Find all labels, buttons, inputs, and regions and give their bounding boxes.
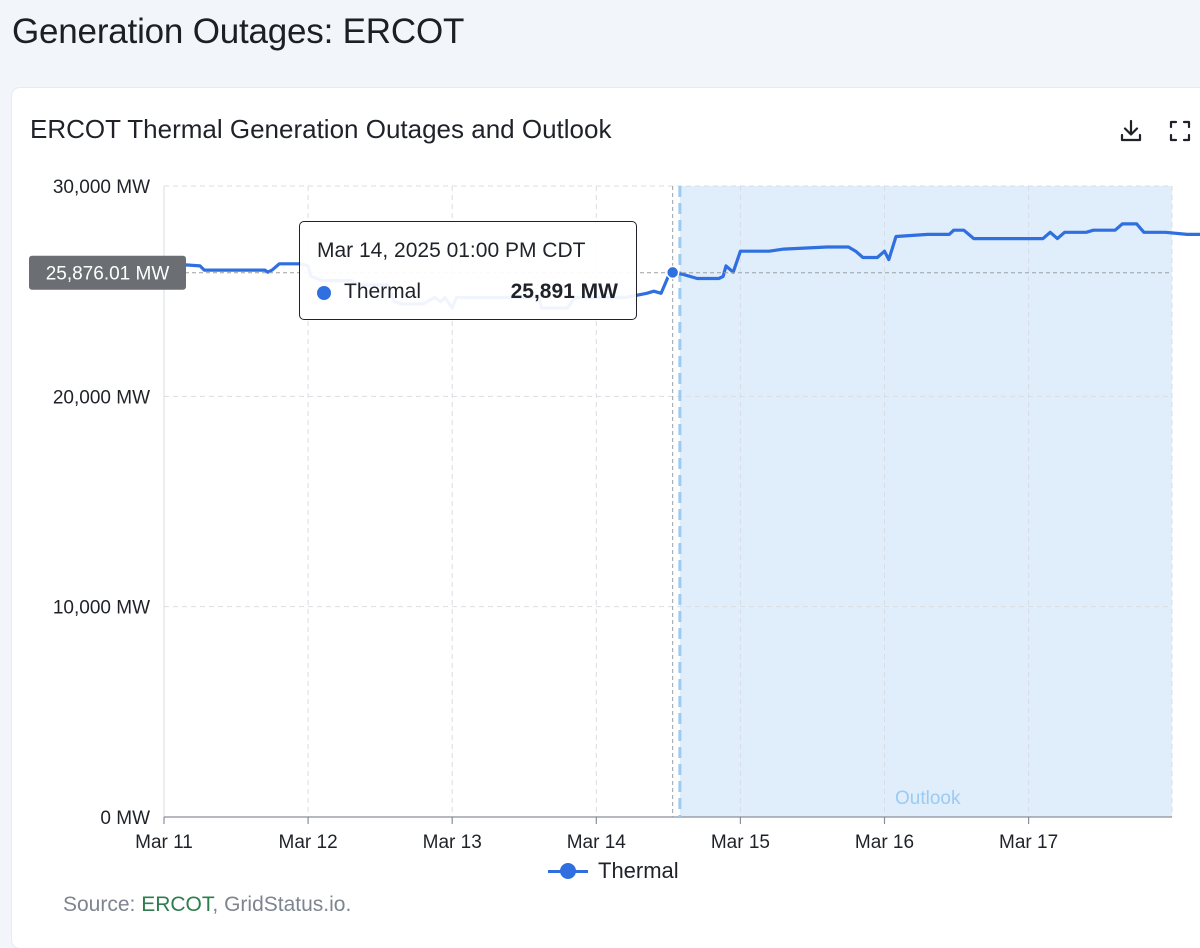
legend-item-thermal[interactable]: Thermal xyxy=(548,858,679,884)
x-tick-label: Mar 13 xyxy=(423,832,482,853)
x-tick-label: Mar 17 xyxy=(999,832,1058,853)
x-tick-label: Mar 12 xyxy=(279,832,338,853)
y-tick-label: 20,000 MW xyxy=(53,387,150,408)
x-tick-label: Mar 15 xyxy=(711,832,770,853)
tooltip-value: 25,891 MW xyxy=(510,280,618,303)
chart-title: ERCOT Thermal Generation Outages and Out… xyxy=(30,114,612,144)
fullscreen-icon xyxy=(1169,120,1191,142)
tooltip-series-dot xyxy=(317,286,331,300)
legend-swatch xyxy=(548,861,588,881)
tooltip-date: Mar 14, 2025 01:00 PM CDT xyxy=(317,239,586,262)
x-tick-label: Mar 16 xyxy=(855,832,914,853)
outlook-label: Outlook xyxy=(895,788,961,809)
y-tick-label: 0 MW xyxy=(100,808,150,829)
download-button[interactable] xyxy=(1116,116,1146,146)
legend-label: Thermal xyxy=(598,858,679,883)
crosshair-badge xyxy=(29,255,186,290)
outlook-band xyxy=(679,186,1172,817)
fullscreen-button[interactable] xyxy=(1165,116,1195,146)
crosshair-badge-label: 25,876.01 MW xyxy=(46,264,170,285)
chart-tooltip: Mar 14, 2025 01:00 PM CDT Thermal 25,891… xyxy=(299,221,637,320)
source-link-ercot[interactable]: ERCOT xyxy=(141,893,213,916)
source-note: Source: ERCOT, GridStatus.io. xyxy=(63,893,351,917)
x-tick-label: Mar 14 xyxy=(567,832,627,853)
source-suffix: , GridStatus.io. xyxy=(212,893,352,916)
chart-card: ERCOT Thermal Generation Outages and Out… xyxy=(12,88,1200,948)
page-title: Generation Outages: ERCOT xyxy=(12,12,465,51)
y-tick-label: 10,000 MW xyxy=(53,598,150,619)
y-tick-label: 30,000 MW xyxy=(53,177,150,198)
source-prefix: Source: xyxy=(63,893,142,916)
tooltip-series-name: Thermal xyxy=(344,280,422,303)
highlight-point xyxy=(665,265,680,280)
x-tick-label: Mar 11 xyxy=(135,832,193,853)
legend-swatch-dot xyxy=(560,863,576,879)
download-icon xyxy=(1120,119,1142,142)
line-chart[interactable]: 0 MW 10,000 MW 20,000 MW 30,000 MW Mar 11 Mar… xyxy=(12,88,1200,853)
